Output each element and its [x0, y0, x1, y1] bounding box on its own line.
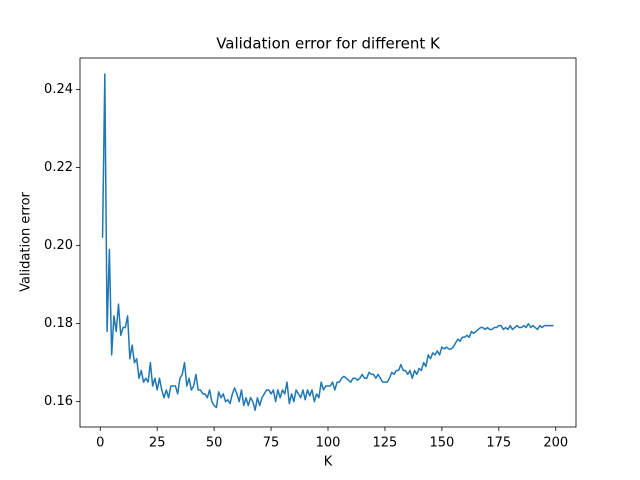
data-line: [101, 73, 554, 411]
x-tick-label: 25: [149, 436, 166, 451]
x-tick-label: 100: [316, 436, 341, 451]
y-axis-label: Validation error: [19, 191, 34, 291]
y-tick-label: 0.18: [44, 316, 73, 331]
x-tick-label: 125: [373, 436, 398, 451]
x-tick-label: 50: [206, 436, 223, 451]
x-axis-label: K: [324, 455, 333, 470]
y-tick-label: 0.22: [44, 160, 73, 175]
y-tick-label: 0.20: [44, 238, 73, 253]
x-tick-label: 0: [96, 436, 104, 451]
chart-title: Validation error for different K: [216, 35, 441, 53]
x-tick-label: 75: [263, 436, 280, 451]
x-tick-label: 175: [486, 436, 511, 451]
y-tick-label: 0.24: [44, 82, 73, 97]
x-tick-label: 150: [429, 436, 454, 451]
x-tick-label: 200: [543, 436, 568, 451]
y-tick-label: 0.16: [44, 394, 73, 409]
plot-frame: [79, 57, 577, 428]
